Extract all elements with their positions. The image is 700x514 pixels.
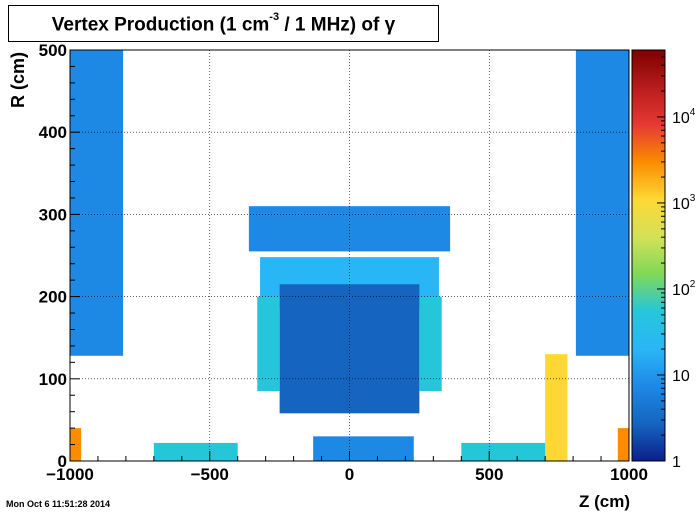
chart-title-exponent: -3 — [269, 11, 280, 23]
x-tick-label: 1000 — [610, 465, 648, 484]
heatmap-cell — [248, 206, 451, 252]
heatmap-layer — [70, 50, 629, 461]
heatmap-cell — [153, 442, 238, 461]
y-tick-label: 300 — [39, 205, 67, 224]
heatmap-cell — [419, 296, 442, 392]
y-tick-label: 0 — [58, 452, 67, 471]
heatmap-cell — [575, 50, 629, 356]
grid-layer — [70, 50, 629, 461]
x-tick-label: −1000 — [46, 465, 94, 484]
chart-title-rest: / 1 MHz) of γ — [279, 14, 396, 36]
heatmap-cell — [257, 296, 280, 392]
y-tick-label: 100 — [39, 370, 67, 389]
tick-layer: −1000 −500 0 500 1000 0 100 200 300 400 500 — [39, 41, 648, 484]
chart-title-box: Vertex Production (1 cm-3 / 1 MHz) of γ — [8, 5, 439, 42]
chart-title-main: Vertex Production (1 cm — [51, 14, 270, 36]
heatmap-cell — [279, 284, 420, 414]
colorbar-tick-label: 104 — [672, 107, 696, 127]
heatmap-cell — [70, 428, 82, 461]
chart-title: Vertex Production (1 cm-3 / 1 MHz) of γ — [9, 11, 438, 36]
heatmap-cell — [461, 442, 546, 461]
timestamp: Mon Oct 6 11:51:28 2014 — [6, 499, 111, 509]
heatmap-cell — [70, 50, 124, 356]
colorbar-tick-label: 10 — [672, 368, 690, 385]
heatmap-cell — [313, 436, 414, 461]
x-axis-label: Z (cm) — [579, 492, 630, 511]
y-axis-label: R (cm) — [8, 51, 28, 108]
colorbar-scale — [631, 49, 666, 462]
heatmap-cell — [617, 428, 629, 461]
x-tick-label: 500 — [475, 465, 503, 484]
y-tick-label: 400 — [39, 123, 67, 142]
colorbar-tick-label: 102 — [672, 279, 696, 299]
x-tick-label: −500 — [191, 465, 229, 484]
colorbar-tick-label: 1 — [672, 454, 681, 471]
y-tick-label: 200 — [39, 288, 67, 307]
heatmap-cell — [545, 354, 568, 461]
colorbar: 1 10 102 103 104 — [631, 49, 696, 471]
y-tick-label: 500 — [39, 41, 67, 60]
colorbar-tick-label: 103 — [672, 193, 696, 213]
x-tick-label: 0 — [345, 465, 354, 484]
